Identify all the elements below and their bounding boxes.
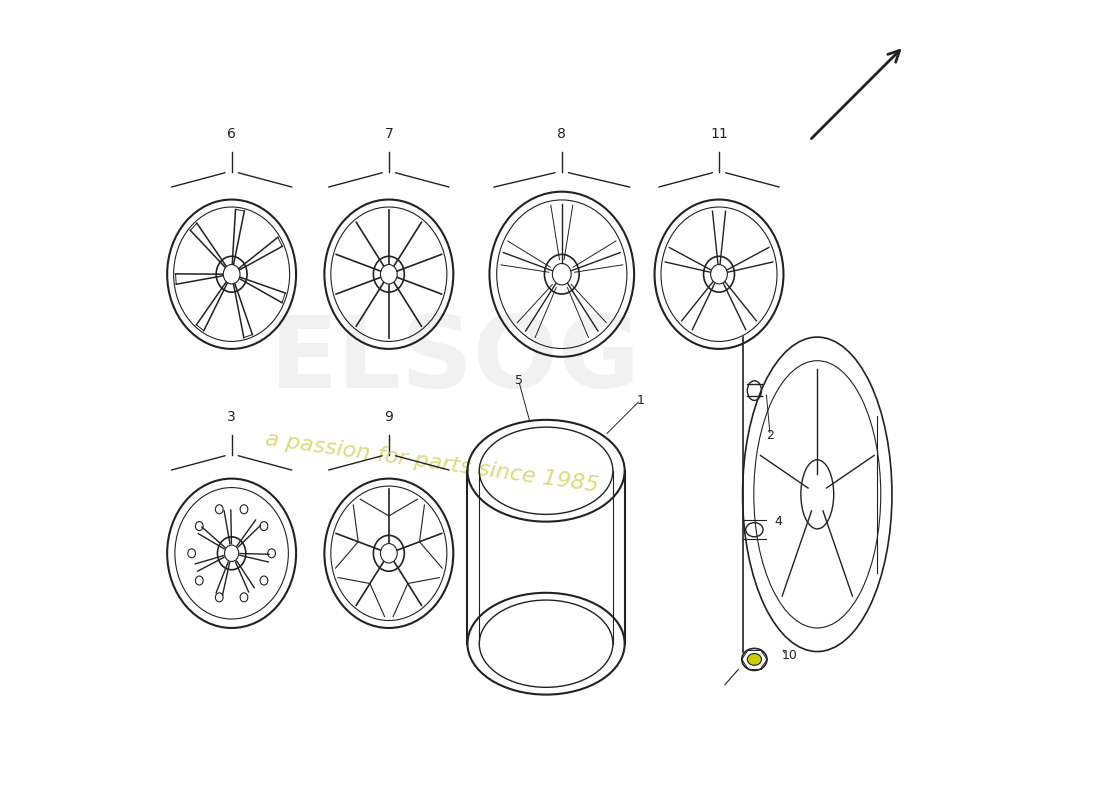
Text: 5: 5 xyxy=(515,374,522,387)
Text: 6: 6 xyxy=(228,126,236,141)
Ellipse shape xyxy=(747,654,761,666)
Text: 8: 8 xyxy=(558,126,566,141)
Text: 10: 10 xyxy=(782,649,797,662)
Text: 7: 7 xyxy=(385,126,393,141)
Text: 1: 1 xyxy=(637,394,645,406)
Text: 4: 4 xyxy=(774,515,782,528)
Text: 3: 3 xyxy=(228,410,236,423)
Text: a passion for parts since 1985: a passion for parts since 1985 xyxy=(264,430,600,496)
Text: 2: 2 xyxy=(767,429,774,442)
Text: 9: 9 xyxy=(384,410,394,423)
Text: ELSOG: ELSOG xyxy=(271,312,641,409)
Text: 11: 11 xyxy=(711,126,728,141)
